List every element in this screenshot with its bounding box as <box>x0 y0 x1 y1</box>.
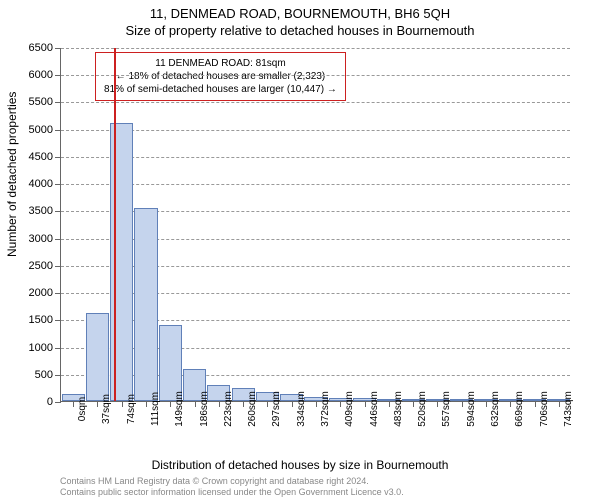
x-tick-label: 483sqm <box>393 391 404 427</box>
footer-line2: Contains public sector information licen… <box>60 487 404 498</box>
x-tick <box>292 401 293 407</box>
annotation-box: 11 DENMEAD ROAD: 81sqm ← 18% of detached… <box>95 52 346 101</box>
y-tick-label: 4000 <box>29 178 53 190</box>
x-tick <box>219 401 220 407</box>
annotation-line3: 81% of semi-detached houses are larger (… <box>104 83 337 96</box>
y-tick-label: 1000 <box>29 342 53 354</box>
y-axis-title: Number of detached properties <box>5 92 19 257</box>
grid-line <box>61 75 570 76</box>
x-tick <box>243 401 244 407</box>
y-tick <box>55 266 61 267</box>
x-tick <box>510 401 511 407</box>
x-tick-label: 669sqm <box>514 391 525 427</box>
x-tick <box>437 401 438 407</box>
x-tick-label: 409sqm <box>344 391 355 427</box>
marker-line <box>114 48 116 401</box>
y-tick <box>55 320 61 321</box>
y-tick-label: 5500 <box>29 96 53 108</box>
y-tick <box>55 102 61 103</box>
histogram-bar <box>159 325 182 401</box>
x-tick-label: 632sqm <box>490 391 501 427</box>
y-tick-label: 3000 <box>29 233 53 245</box>
x-tick <box>559 401 560 407</box>
y-tick <box>55 402 61 403</box>
x-tick <box>486 401 487 407</box>
y-tick <box>55 348 61 349</box>
y-tick-label: 2000 <box>29 287 53 299</box>
x-tick <box>146 401 147 407</box>
x-tick-label: 520sqm <box>417 391 428 427</box>
y-tick-label: 6500 <box>29 42 53 54</box>
x-tick <box>195 401 196 407</box>
x-tick <box>462 401 463 407</box>
y-tick <box>55 211 61 212</box>
x-tick-label: 594sqm <box>466 391 477 427</box>
x-tick <box>73 401 74 407</box>
y-tick <box>55 375 61 376</box>
chart-container: 11, DENMEAD ROAD, BOURNEMOUTH, BH6 5QH S… <box>0 0 600 500</box>
y-tick-label: 6000 <box>29 69 53 81</box>
y-tick <box>55 239 61 240</box>
x-tick <box>122 401 123 407</box>
footer: Contains HM Land Registry data © Crown c… <box>60 476 404 498</box>
grid-line <box>61 184 570 185</box>
annotation-line1: 11 DENMEAD ROAD: 81sqm <box>104 57 337 70</box>
page-subtitle: Size of property relative to detached ho… <box>0 21 600 38</box>
x-tick-label: 446sqm <box>369 391 380 427</box>
y-tick-label: 4500 <box>29 151 53 163</box>
x-tick <box>170 401 171 407</box>
grid-line <box>61 130 570 131</box>
x-axis-title: Distribution of detached houses by size … <box>0 458 600 472</box>
y-tick <box>55 75 61 76</box>
x-tick-label: 372sqm <box>320 391 331 427</box>
plot-area: 11 DENMEAD ROAD: 81sqm ← 18% of detached… <box>60 48 570 402</box>
grid-line <box>61 157 570 158</box>
x-tick <box>413 401 414 407</box>
y-tick <box>55 130 61 131</box>
y-tick-label: 5000 <box>29 124 53 136</box>
x-tick <box>97 401 98 407</box>
y-tick-label: 500 <box>35 369 53 381</box>
y-tick <box>55 184 61 185</box>
y-tick-label: 0 <box>47 396 53 408</box>
annotation-line2: ← 18% of detached houses are smaller (2,… <box>104 70 337 83</box>
x-tick-label: 743sqm <box>563 391 574 427</box>
grid-line <box>61 102 570 103</box>
footer-line1: Contains HM Land Registry data © Crown c… <box>60 476 404 487</box>
histogram-bar <box>86 313 109 401</box>
x-tick-label: 706sqm <box>539 391 550 427</box>
y-tick-label: 2500 <box>29 260 53 272</box>
y-tick <box>55 157 61 158</box>
page-title: 11, DENMEAD ROAD, BOURNEMOUTH, BH6 5QH <box>0 0 600 21</box>
x-tick <box>267 401 268 407</box>
y-tick <box>55 293 61 294</box>
histogram-bar <box>134 208 157 401</box>
x-tick <box>340 401 341 407</box>
x-tick <box>316 401 317 407</box>
x-tick <box>535 401 536 407</box>
x-tick-label: 557sqm <box>441 391 452 427</box>
y-tick <box>55 48 61 49</box>
y-tick-label: 3500 <box>29 205 53 217</box>
x-tick <box>389 401 390 407</box>
x-tick <box>365 401 366 407</box>
grid-line <box>61 48 570 49</box>
y-tick-label: 1500 <box>29 314 53 326</box>
